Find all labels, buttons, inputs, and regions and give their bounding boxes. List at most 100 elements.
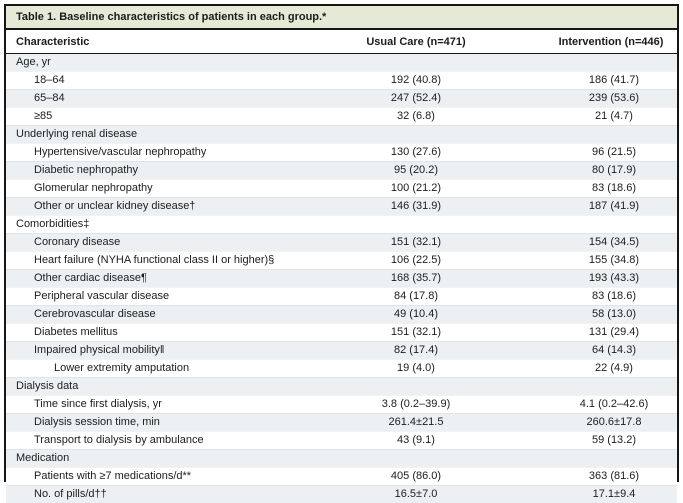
usual-care-value-cell: 130 (27.6) xyxy=(390,146,442,158)
usual-care-value-cell xyxy=(351,126,501,143)
row-label-cell: ≥85 xyxy=(34,110,53,122)
row-label-cell: 18–64 xyxy=(34,74,65,86)
usual-care-value-cell: 32 (6.8) xyxy=(397,110,435,122)
intervention-value-cell: 21 (4.7) xyxy=(595,110,633,122)
usual-care-value-cell: 151 (32.1) xyxy=(390,326,442,338)
usual-care-value-cell: 168 (35.7) xyxy=(390,272,442,284)
table-row: Diabetic nephropathy 95 (20.2) 80 (17.9) xyxy=(6,161,677,179)
usual-care-value-cell: 151 (32.1) xyxy=(390,236,442,248)
usual-care-value-cell: 247 (52.4) xyxy=(390,92,442,104)
row-label-cell: Diabetic nephropathy xyxy=(34,164,138,176)
intervention-value-cell: 363 (81.6) xyxy=(588,470,640,482)
row-label-cell: Other or unclear kidney disease† xyxy=(34,200,196,212)
table-row: Coronary disease 151 (32.1) 154 (34.5) xyxy=(6,233,677,251)
intervention-value-cell: 131 (29.4) xyxy=(588,326,640,338)
table-row: Age, yr xyxy=(6,54,677,71)
row-label-cell: No. of pills/d†† xyxy=(34,488,107,500)
table-header-row: Characteristic Usual Care (n=471) Interv… xyxy=(6,30,677,54)
row-label-cell: Lower extremity amputation xyxy=(54,362,190,374)
intervention-value-cell xyxy=(501,126,677,143)
column-header-intervention: Intervention (n=446) xyxy=(558,36,664,48)
table-row: 65–84 247 (52.4) 239 (53.6) xyxy=(6,89,677,107)
table-row: Glomerular nephropathy 100 (21.2) 83 (18… xyxy=(6,179,677,197)
table-row: Patients with ≥7 medications/d** 405 (86… xyxy=(6,467,677,485)
intervention-value-cell: 83 (18.6) xyxy=(591,182,637,194)
usual-care-value-cell: 43 (9.1) xyxy=(397,434,435,446)
intervention-value-cell: 96 (21.5) xyxy=(591,146,637,158)
intervention-value-cell: 22 (4.9) xyxy=(595,362,633,374)
row-label-cell: Time since first dialysis, yr xyxy=(34,398,162,410)
intervention-value-cell xyxy=(501,216,677,233)
intervention-value-cell: 58 (13.0) xyxy=(591,308,637,320)
table-row: 18–64 192 (40.8) 186 (41.7) xyxy=(6,71,677,89)
table-row: No. of pills/d†† 16.5±7.0 17.1±9.4 xyxy=(6,485,677,503)
usual-care-value-cell: 49 (10.4) xyxy=(393,308,439,320)
usual-care-value-cell: 95 (20.2) xyxy=(393,164,439,176)
row-label-cell: Dialysis data xyxy=(16,380,79,392)
table-row: Comorbidities‡ xyxy=(6,215,677,233)
row-label-cell: Cerebrovascular disease xyxy=(34,308,156,320)
table-row: Time since first dialysis, yr 3.8 (0.2–3… xyxy=(6,395,677,413)
table-row: Cerebrovascular disease 49 (10.4) 58 (13… xyxy=(6,305,677,323)
usual-care-value-cell: 100 (21.2) xyxy=(390,182,442,194)
row-label-cell: Medication xyxy=(16,452,70,464)
row-label-cell: Comorbidities‡ xyxy=(16,218,90,230)
table-title: Table 1. Baseline characteristics of pat… xyxy=(6,6,677,30)
intervention-value-cell: 193 (43.3) xyxy=(588,272,640,284)
row-label-cell: 65–84 xyxy=(34,92,65,104)
table-row: Dialysis data xyxy=(6,377,677,395)
intervention-value-cell: 80 (17.9) xyxy=(591,164,637,176)
table-row: Hypertensive/vascular nephropathy 130 (2… xyxy=(6,143,677,161)
usual-care-value-cell xyxy=(351,54,501,71)
table-row: Dialysis session time, min 261.4±21.5 26… xyxy=(6,413,677,431)
intervention-value-cell: 59 (13.2) xyxy=(591,434,637,446)
row-label-cell: Hypertensive/vascular nephropathy xyxy=(34,146,207,158)
usual-care-value-cell: 146 (31.9) xyxy=(390,200,442,212)
usual-care-value-cell: 84 (17.8) xyxy=(393,290,439,302)
table-row: Transport to dialysis by ambulance 43 (9… xyxy=(6,431,677,449)
row-label-cell: Patients with ≥7 medications/d** xyxy=(34,470,192,482)
table-body: Age, yr 18–64 192 (40.8) 186 (41.7) 65–8… xyxy=(6,54,677,503)
row-label-cell: Transport to dialysis by ambulance xyxy=(34,434,204,446)
table-row: Diabetes mellitus 151 (32.1) 131 (29.4) xyxy=(6,323,677,341)
usual-care-value-cell: 3.8 (0.2–39.9) xyxy=(381,398,451,410)
intervention-value-cell: 83 (18.6) xyxy=(591,290,637,302)
row-label-cell: Peripheral vascular disease xyxy=(34,290,170,302)
row-label-cell: Diabetes mellitus xyxy=(34,326,118,338)
row-label-cell: Glomerular nephropathy xyxy=(34,182,153,194)
usual-care-value-cell: 261.4±21.5 xyxy=(388,416,444,428)
row-label-cell: Dialysis session time, min xyxy=(34,416,160,428)
usual-care-value-cell: 106 (22.5) xyxy=(390,254,442,266)
usual-care-value-cell: 19 (4.0) xyxy=(397,362,435,374)
usual-care-value-cell: 192 (40.8) xyxy=(390,74,442,86)
usual-care-value-cell xyxy=(351,216,501,233)
usual-care-value-cell: 16.5±7.0 xyxy=(394,488,438,500)
row-label-cell: Impaired physical mobility‖ xyxy=(34,344,165,356)
usual-care-value-cell xyxy=(351,450,501,467)
row-label-cell: Age, yr xyxy=(16,56,51,68)
row-label-cell: Underlying renal disease xyxy=(16,128,138,140)
row-label-cell: Coronary disease xyxy=(34,236,121,248)
table-row: Heart failure (NYHA functional class II … xyxy=(6,251,677,269)
column-header-characteristic: Characteristic xyxy=(16,36,90,48)
row-label-cell: Other cardiac disease¶ xyxy=(34,272,147,284)
intervention-value-cell: 64 (14.3) xyxy=(591,344,637,356)
table-row: ≥85 32 (6.8) 21 (4.7) xyxy=(6,107,677,125)
intervention-value-cell xyxy=(501,450,677,467)
table-row: Medication xyxy=(6,449,677,467)
usual-care-value-cell xyxy=(351,378,501,395)
intervention-value-cell xyxy=(501,378,677,395)
intervention-value-cell: 17.1±9.4 xyxy=(592,488,636,500)
intervention-value-cell: 260.6±17.8 xyxy=(586,416,642,428)
paper-table-frame: Table 1. Baseline characteristics of pat… xyxy=(4,4,679,503)
usual-care-value-cell: 82 (17.4) xyxy=(393,344,439,356)
table-row: Underlying renal disease xyxy=(6,125,677,143)
intervention-value-cell xyxy=(501,54,677,71)
intervention-value-cell: 155 (34.8) xyxy=(588,254,640,266)
table-row: Other or unclear kidney disease† 146 (31… xyxy=(6,197,677,215)
intervention-value-cell: 154 (34.5) xyxy=(588,236,640,248)
table-row: Impaired physical mobility‖ 82 (17.4) 64… xyxy=(6,341,677,359)
usual-care-value-cell: 405 (86.0) xyxy=(390,470,442,482)
intervention-value-cell: 187 (41.9) xyxy=(588,200,640,212)
intervention-value-cell: 4.1 (0.2–42.6) xyxy=(579,398,649,410)
